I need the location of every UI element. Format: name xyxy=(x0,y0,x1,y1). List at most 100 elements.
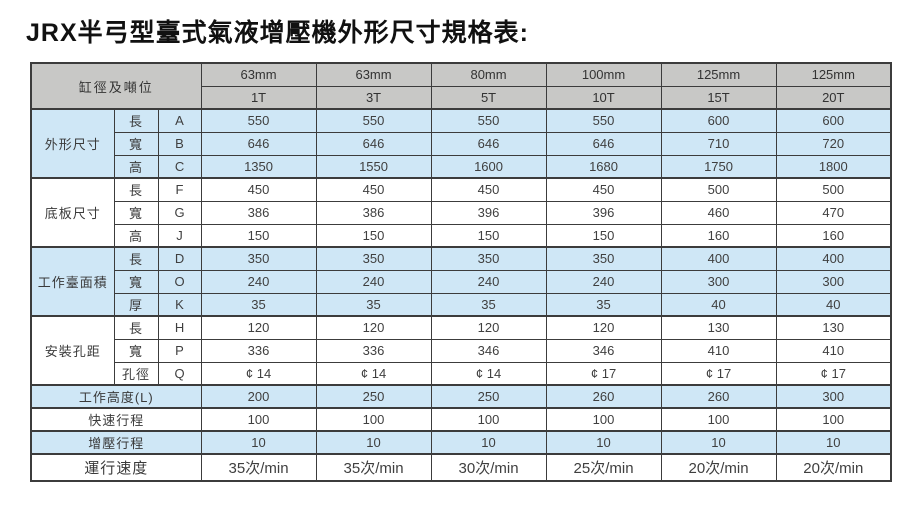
code-label: H xyxy=(157,315,202,340)
table-row: 寬 G 386 386 396 396 460 470 xyxy=(31,200,892,225)
value-cell: 160 xyxy=(660,223,777,248)
value-cell: 100 xyxy=(775,407,892,432)
value-cell: 240 xyxy=(545,269,662,294)
value-cell: 35 xyxy=(545,292,662,317)
value-cell: 1550 xyxy=(315,154,432,179)
value-cell: 160 xyxy=(775,223,892,248)
value-cell: 40 xyxy=(775,292,892,317)
value-cell: 35 xyxy=(430,292,547,317)
value-cell: 710 xyxy=(660,131,777,156)
value-cell: 240 xyxy=(430,269,547,294)
value-cell: 35次/min xyxy=(315,453,432,482)
value-cell: 35次/min xyxy=(200,453,317,482)
corner-header: 缸徑及噸位 xyxy=(30,62,202,110)
dim-label: 寬 xyxy=(113,269,159,294)
group-label: 安裝孔距 xyxy=(30,315,115,386)
code-label: K xyxy=(157,292,202,317)
value-cell: 600 xyxy=(660,108,777,133)
table-row: 寬 P 336 336 346 346 410 410 xyxy=(31,338,892,363)
table-row: 寬 B 646 646 646 646 710 720 xyxy=(31,131,892,156)
bore-header: 63mm xyxy=(315,62,432,87)
value-cell: 40 xyxy=(660,292,777,317)
value-cell: 336 xyxy=(315,338,432,363)
ton-header: 5T xyxy=(430,85,547,110)
value-cell: 10 xyxy=(545,430,662,455)
code-label: B xyxy=(157,131,202,156)
table-row: 高 C 1350 1550 1600 1680 1750 1800 xyxy=(31,154,892,179)
value-cell: 410 xyxy=(660,338,777,363)
value-cell: 250 xyxy=(430,384,547,409)
value-cell: 130 xyxy=(660,315,777,340)
value-cell: 336 xyxy=(200,338,317,363)
value-cell: 200 xyxy=(200,384,317,409)
table-row: 工作高度(L) 200 250 250 260 260 300 xyxy=(30,384,892,409)
group-label: 底板尺寸 xyxy=(30,177,115,248)
value-cell: 30次/min xyxy=(430,453,547,482)
header-row-bore: 缸徑及噸位 63mm 63mm 80mm 100mm 125mm 125mm xyxy=(30,62,892,110)
dim-label: 寬 xyxy=(113,131,159,156)
value-cell: 396 xyxy=(545,200,662,225)
value-cell: 470 xyxy=(775,200,892,225)
value-cell: 10 xyxy=(200,430,317,455)
dim-label: 寬 xyxy=(113,338,159,363)
value-cell: 35 xyxy=(315,292,432,317)
value-cell: 350 xyxy=(430,246,547,271)
footer-label: 快速行程 xyxy=(30,407,202,432)
value-cell: 600 xyxy=(775,108,892,133)
value-cell: 20次/min xyxy=(660,453,777,482)
table-row: 底板尺寸 長 F 450 450 450 450 500 500 xyxy=(30,177,892,248)
bore-header: 63mm xyxy=(200,62,317,87)
group-label: 工作臺面積 xyxy=(30,246,115,317)
code-label: P xyxy=(157,338,202,363)
value-cell: 240 xyxy=(315,269,432,294)
value-cell: 10 xyxy=(660,430,777,455)
value-cell: 500 xyxy=(660,177,777,202)
value-cell: 260 xyxy=(660,384,777,409)
value-cell: 10 xyxy=(775,430,892,455)
value-cell: 400 xyxy=(660,246,777,271)
dim-label: 長 xyxy=(113,246,159,271)
value-cell: 410 xyxy=(775,338,892,363)
value-cell: 300 xyxy=(660,269,777,294)
code-label: G xyxy=(157,200,202,225)
table-row: 運行速度 35次/min 35次/min 30次/min 25次/min 20次… xyxy=(30,453,892,482)
table-row: 安裝孔距 長 H 120 120 120 120 130 130 xyxy=(30,315,892,386)
footer-label: 運行速度 xyxy=(30,453,202,482)
value-cell: 350 xyxy=(200,246,317,271)
value-cell: 400 xyxy=(775,246,892,271)
bore-header: 125mm xyxy=(660,62,777,87)
value-cell: ¢ 17 xyxy=(775,361,892,386)
value-cell: ¢ 14 xyxy=(200,361,317,386)
value-cell: 646 xyxy=(315,131,432,156)
value-cell: 1800 xyxy=(775,154,892,179)
value-cell: 300 xyxy=(775,269,892,294)
bore-header: 125mm xyxy=(775,62,892,87)
code-label: O xyxy=(157,269,202,294)
value-cell: 646 xyxy=(200,131,317,156)
value-cell: 35 xyxy=(200,292,317,317)
dim-label: 孔徑 xyxy=(113,361,159,386)
value-cell: 100 xyxy=(660,407,777,432)
value-cell: 550 xyxy=(545,108,662,133)
code-label: D xyxy=(157,246,202,271)
dim-label: 寬 xyxy=(113,200,159,225)
value-cell: 460 xyxy=(660,200,777,225)
value-cell: 386 xyxy=(315,200,432,225)
value-cell: 346 xyxy=(430,338,547,363)
value-cell: 450 xyxy=(545,177,662,202)
value-cell: 646 xyxy=(545,131,662,156)
ton-header: 1T xyxy=(200,85,317,110)
header-row-ton: 1T 3T 5T 10T 15T 20T xyxy=(31,85,892,110)
code-label: J xyxy=(157,223,202,248)
value-cell: 1680 xyxy=(545,154,662,179)
value-cell: 150 xyxy=(545,223,662,248)
value-cell: 450 xyxy=(430,177,547,202)
ton-header: 15T xyxy=(660,85,777,110)
footer-label: 增壓行程 xyxy=(30,430,202,455)
value-cell: 100 xyxy=(200,407,317,432)
table-row: 快速行程 100 100 100 100 100 100 xyxy=(30,407,892,432)
ton-header: 20T xyxy=(775,85,892,110)
value-cell: 646 xyxy=(430,131,547,156)
dim-label: 長 xyxy=(113,108,159,133)
spec-table: 缸徑及噸位 63mm 63mm 80mm 100mm 125mm 125mm 1… xyxy=(30,62,893,482)
